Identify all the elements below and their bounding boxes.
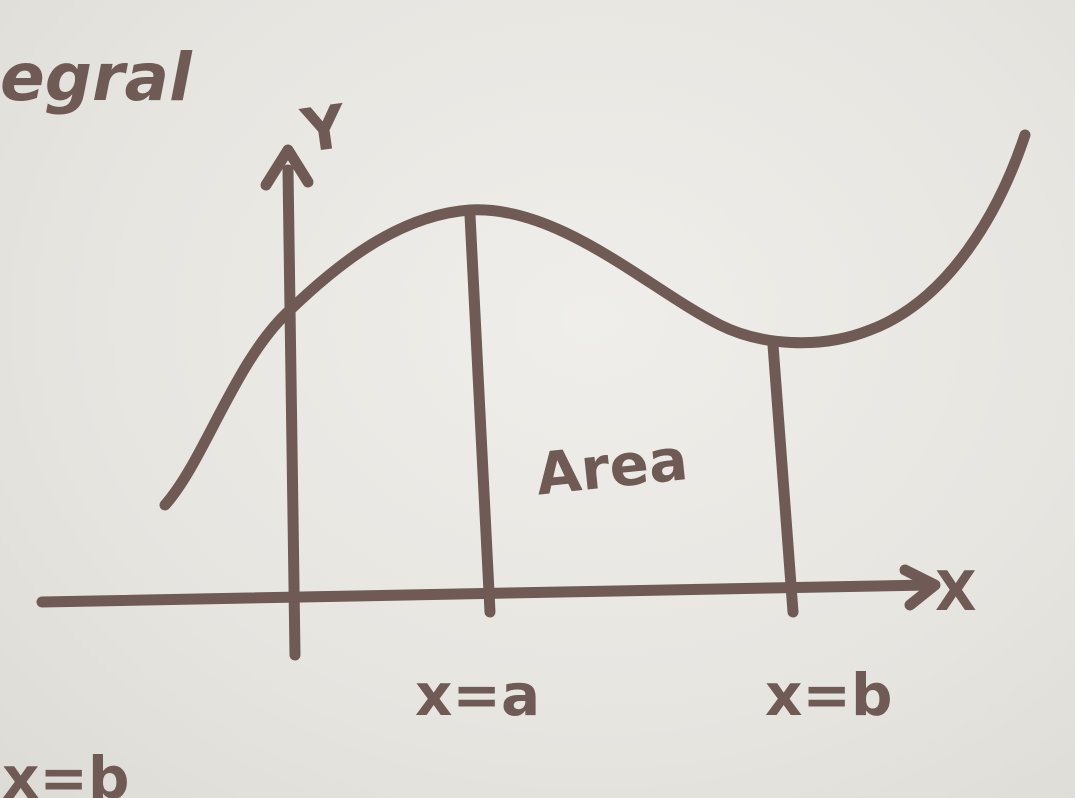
y-axis [282, 164, 301, 661]
bound-line-b [767, 339, 799, 618]
bound-line-a [464, 209, 496, 618]
title-fragment: egral [0, 39, 193, 116]
bottom-left-fragment: x=b [2, 744, 130, 798]
x-axis-arrowhead [899, 564, 941, 611]
x-axis-label: X [935, 560, 977, 623]
y-axis-arrowhead [260, 144, 314, 191]
y-axis-label: Y [296, 92, 351, 168]
function-curve [159, 129, 1031, 511]
area-label: Area [533, 425, 691, 509]
bound-b-label: x=b [765, 661, 893, 729]
bound-a-label: x=a [415, 661, 540, 729]
